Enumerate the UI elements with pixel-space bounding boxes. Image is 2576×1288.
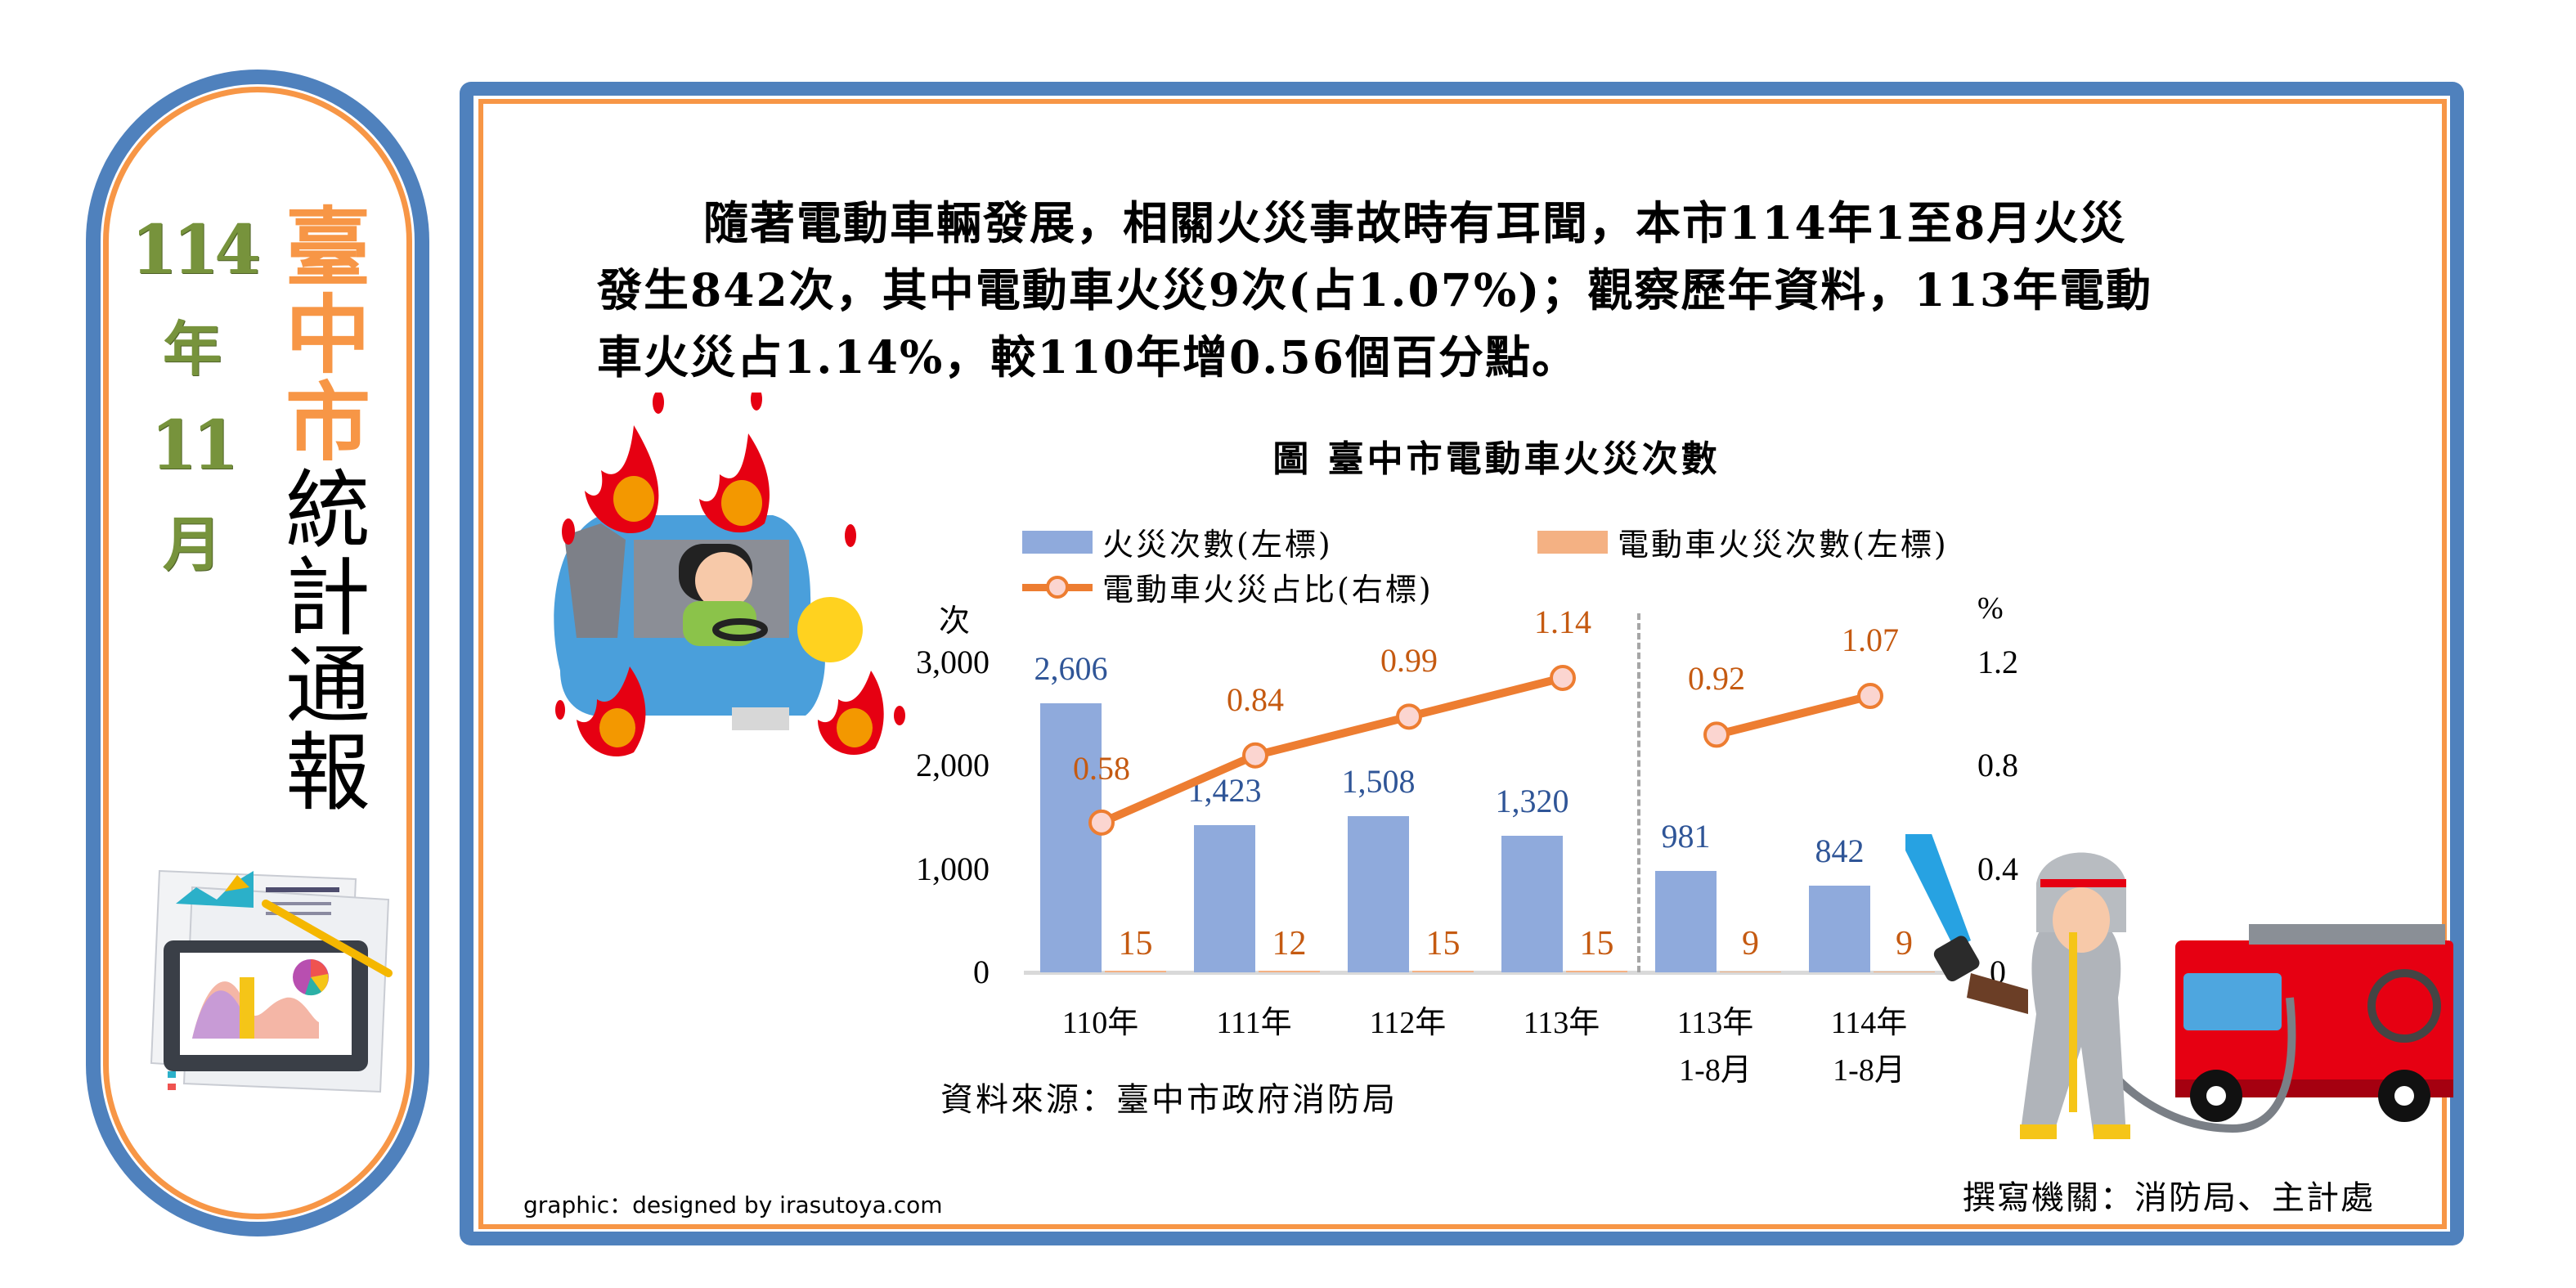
year-char: 年 [162,314,222,384]
bar-value-label: 2,606 [1034,649,1108,687]
legend-label: 電動車火災次數(左標) [1618,527,1949,563]
legend-swatch-orange [1537,530,1608,554]
ev-ratio-marker [1242,742,1268,769]
bar-fire-count [1501,836,1563,972]
ev-ratio-label: 0.84 [1227,680,1284,718]
paragraph-line: 隨著電動車輛發展，相關火災事故時有耳聞，本市114年1至8月火災 [703,196,2127,249]
bar-fire-count [1348,816,1409,972]
category-line: 1-8月 [1833,1053,1905,1088]
legend-item-ev-ratio: 電動車火災占比(右標) [1022,564,1434,609]
bar-ev-count [1412,971,1474,972]
ev-count-label: 12 [1272,925,1307,963]
title-char: 計 [285,548,370,648]
issue-year: 114 [131,211,261,289]
ev-ratio-label: 0.92 [1688,660,1745,698]
category-line: 110年 [1061,1006,1139,1040]
legend-label: 火災次數(左標) [1102,527,1333,563]
bar-fire-count [1655,871,1717,972]
x-axis-category: 112年 [1339,999,1478,1094]
title-char: 通 [285,635,370,735]
bar-value-label: 1,320 [1495,783,1569,820]
left-axis-tick: 3,000 [916,644,990,680]
ev-ratio-segment [1715,692,1872,739]
title-char: 市 [285,373,370,473]
bar-fire-count [1194,825,1255,972]
ev-count-label: 9 [1742,925,1759,963]
ev-ratio-marker [1857,683,1883,710]
right-axis-unit: % [1977,591,2004,626]
ev-ratio-marker [1550,664,1576,691]
paragraph-line: 車火災占1.14%，較110年增0.56個百分點。 [597,330,1578,384]
legend-item-ev-count: 電動車火災次數(左標) [1537,519,1949,564]
category-line: 111年 [1216,1006,1292,1040]
x-axis-line [1024,971,1945,975]
x-axis-category: 114年 1-8月 [1800,999,1939,1094]
category-line: 114年 [1830,1006,1908,1040]
x-axis-category: 111年 [1185,999,1324,1094]
title-char: 統 [285,460,370,560]
ev-ratio-marker [1703,721,1730,748]
chart-title: 圖 臺中市電動車火災次數 [1272,438,1721,480]
month-char: 月 [162,509,222,579]
title-char: 報 [285,723,370,823]
right-axis-tick: 0.8 [1977,747,2018,784]
bar-fire-count [1809,885,1870,972]
graphic-credit: graphic：designed by irasutoya.com [523,1192,943,1218]
legend-item-fire-count: 火災次數(左標) [1022,519,1333,564]
ev-ratio-marker [1396,703,1422,730]
left-axis-tick: 1,000 [916,850,990,887]
main-panel-frame [460,82,2464,1245]
bulletin-title: 臺 中 市 統 計 通 報 [275,204,381,817]
ev-ratio-label: 1.14 [1534,603,1591,640]
summary-paragraph: 隨著電動車輛發展，相關火災事故時有耳聞，本市114年1至8月火災 發生842次，… [597,190,2372,391]
issue-date: 114 年 11 月 [131,211,261,602]
issue-month: 11 [150,406,239,485]
title-char: 臺 [285,198,370,298]
data-source: 資料來源：臺中市政府消防局 [940,1081,1398,1119]
period-divider [1637,613,1640,972]
ev-ratio-marker [1088,809,1115,836]
ev-ratio-label: 0.99 [1380,642,1438,680]
main-panel-inner-border [478,99,2447,1229]
ev-ratio-segment [1099,674,1564,827]
x-axis-category: 113年 1-8月 [1646,999,1785,1094]
category-line: 112年 [1369,1006,1447,1040]
left-axis-unit: 次 [939,604,971,639]
bar-fire-count [1040,702,1102,972]
bar-ev-count [1566,971,1627,972]
category-line: 113年 [1523,1006,1600,1040]
left-axis-tick: 0 [973,954,990,990]
legend-swatch-blue [1022,530,1093,554]
ev-count-label: 9 [1896,925,1913,963]
category-line: 113年 [1676,1006,1754,1040]
burning-car-icon [554,393,905,757]
ev-count-label: 15 [1579,925,1614,963]
legend-label: 電動車火災占比(右標) [1102,572,1434,608]
ev-count-label: 15 [1425,925,1461,963]
category-line: 1-8月 [1679,1053,1752,1088]
bar-ev-count [1259,971,1320,972]
bar-ev-count [1105,971,1166,972]
bar-value-label: 1,508 [1341,763,1416,801]
paragraph-line: 發生842次，其中電動車火災9次(占1.07%)；觀察歷年資料，113年電動 [597,263,2153,316]
ev-ratio-label: 0.58 [1073,749,1130,787]
right-axis-tick: 0.4 [1977,850,2018,887]
ev-ratio-label: 1.07 [1842,622,1899,659]
firefighter-icon [1905,834,2453,1139]
title-char: 中 [285,285,370,385]
tablet-with-charts-icon [150,869,393,1093]
right-axis-tick: 1.2 [1977,644,2018,680]
x-axis-category: 113年 [1492,999,1631,1094]
bar-value-label: 981 [1661,818,1711,855]
left-axis-tick: 2,000 [916,747,990,784]
x-axis-category: 110年 [1031,999,1170,1094]
legend-line-marker-icon [1022,575,1093,599]
author-agency: 撰寫機關：消防局、主計處 [1963,1179,2375,1217]
bar-value-label: 842 [1815,832,1865,869]
fire-truck-icon [2115,924,2453,1133]
ev-count-label: 15 [1118,925,1153,963]
